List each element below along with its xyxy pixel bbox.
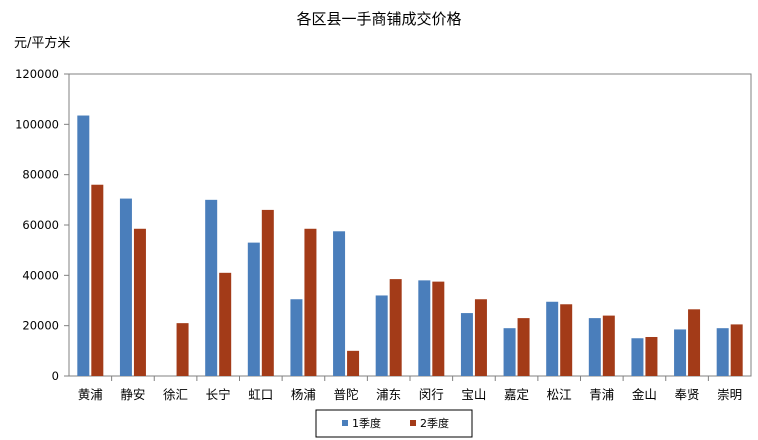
plot-frame (68, 73, 752, 377)
y-tick-label: 0 (52, 369, 59, 383)
bar-2 (347, 350, 360, 376)
x-category-label: 奉贤 (675, 387, 700, 402)
bar-1 (119, 198, 132, 376)
x-category-label: 宝山 (461, 387, 486, 402)
legend-label: 1季度 (352, 416, 381, 430)
bar-2 (730, 324, 743, 376)
plot-area (68, 73, 752, 377)
y-tick-label: 100000 (15, 117, 59, 131)
x-category-label: 徐汇 (163, 387, 188, 402)
bar-1 (205, 199, 218, 376)
bar-1 (631, 338, 644, 376)
bar-1 (546, 301, 559, 376)
bar-1 (503, 328, 516, 376)
bar-2 (602, 315, 615, 376)
y-axis-ticks: 0 20000 40000 60000 80000 100000 120000 (15, 67, 69, 383)
x-category-label: 杨浦 (291, 387, 316, 402)
bars (77, 115, 743, 377)
bar-2 (645, 336, 658, 376)
legend-swatch (342, 420, 348, 426)
y-tick-label: 40000 (22, 268, 59, 282)
bar-2 (133, 228, 146, 376)
bar-2 (474, 299, 487, 376)
bar-1 (290, 299, 303, 376)
x-category-label: 静安 (120, 387, 145, 402)
bar-2 (389, 279, 402, 376)
x-category-label: 青浦 (589, 387, 614, 402)
bar-1 (375, 295, 388, 376)
bar-1 (247, 242, 260, 376)
bar-1 (333, 231, 346, 376)
x-category-label: 嘉定 (504, 387, 529, 402)
x-category-label: 闵行 (419, 387, 444, 402)
bar-2 (261, 209, 274, 376)
y-tick-label: 120000 (15, 67, 59, 81)
x-category-label: 浦东 (376, 387, 401, 402)
bar-2 (304, 228, 317, 376)
x-category-label: 普陀 (334, 387, 359, 402)
bar-2 (560, 304, 573, 376)
bar-2 (688, 309, 701, 376)
bar-2 (432, 281, 445, 376)
bar-1 (716, 328, 729, 376)
y-tick-label: 20000 (22, 319, 59, 333)
x-category-label: 松江 (547, 387, 572, 402)
bar-2 (176, 323, 189, 376)
x-category-label: 黄浦 (78, 387, 103, 402)
bar-1 (588, 318, 601, 376)
y-tick-label: 60000 (22, 218, 59, 232)
x-category-label: 金山 (632, 387, 657, 402)
legend-label: 2季度 (420, 416, 449, 430)
x-category-label: 长宁 (206, 387, 231, 402)
bar-1 (77, 115, 90, 377)
x-category-label: 崇明 (717, 387, 742, 402)
bar-2 (91, 184, 104, 376)
bar-1 (460, 313, 473, 376)
y-tick-label: 80000 (22, 168, 59, 182)
x-axis-labels: 黄浦 静安 徐汇 长宁 虹口 杨浦 普陀 浦东 闵行 宝山 嘉定 松江 青浦 金山 奉贤 崇明 (78, 376, 742, 402)
chart-title: 各区县一手商铺成交价格 (296, 10, 461, 28)
x-category-label: 虹口 (248, 387, 273, 402)
legend-swatch (410, 420, 416, 426)
y-axis-unit-label: 元/平方米 (14, 35, 70, 51)
legend: 1季度 2季度 (315, 409, 473, 438)
bar-2 (219, 272, 232, 376)
bar-1 (418, 280, 431, 376)
bar-1 (674, 329, 687, 376)
bar-2 (517, 318, 530, 376)
